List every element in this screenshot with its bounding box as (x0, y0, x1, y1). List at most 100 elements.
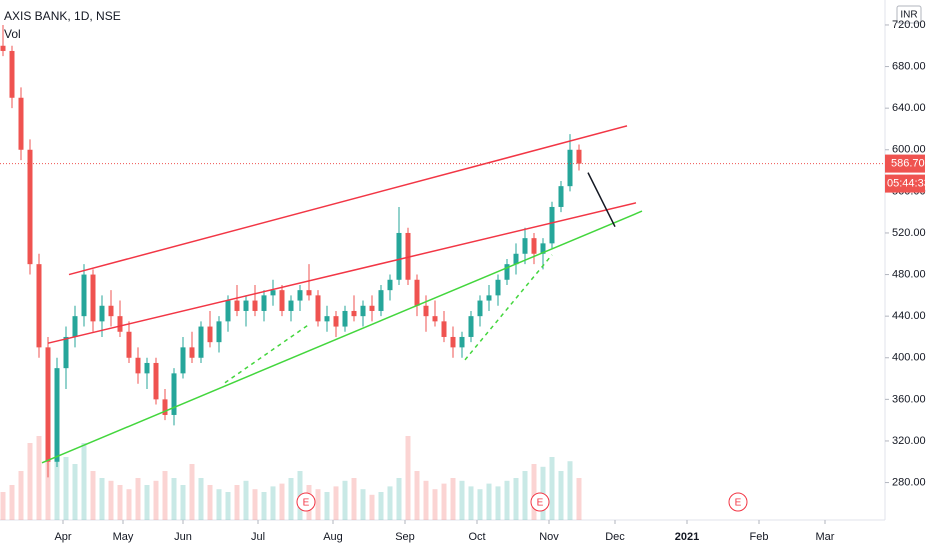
volume-bar (243, 480, 249, 520)
candle-body (405, 232, 411, 280)
volume-bar (450, 478, 456, 520)
volume-bar (369, 494, 375, 520)
trend-line (41, 210, 643, 464)
x-tick-label: Aug (323, 531, 343, 543)
volume-bar (27, 443, 33, 520)
volume-bar (135, 478, 141, 520)
volume-bar (63, 457, 69, 520)
candle-body (162, 399, 168, 415)
volume-bar (225, 492, 231, 520)
x-tick-label: Apr (54, 531, 71, 543)
candle-body (126, 331, 132, 358)
volume-bar (270, 486, 276, 520)
candle-body (396, 232, 402, 280)
y-tick-label: 480.00 (892, 268, 926, 280)
volume-bar (279, 483, 285, 520)
candle-body (450, 336, 456, 348)
volume-bar (549, 457, 555, 520)
x-tick-label: Mar (816, 531, 835, 543)
candle-body (351, 310, 357, 317)
candle-body (243, 300, 249, 311)
volume-bar (342, 480, 348, 520)
volume-bar (360, 489, 366, 520)
candle-body (180, 347, 186, 374)
volume-bar (261, 492, 267, 520)
candle-body (513, 253, 519, 265)
volume-bar (153, 480, 159, 520)
y-tick-label: 360.00 (892, 393, 926, 405)
candle-body (414, 279, 420, 306)
volume-bar (99, 478, 105, 520)
volume-bar (180, 485, 186, 520)
volume-bar (459, 480, 465, 520)
candle-body (99, 305, 105, 322)
x-tick-label: Jul (251, 531, 265, 543)
candle-body (423, 305, 429, 317)
candle-body (369, 305, 375, 311)
x-tick-label: Oct (468, 531, 485, 543)
candle-body (378, 290, 384, 311)
candle-body (540, 243, 546, 254)
volume-bar (252, 489, 258, 520)
volume-bar (144, 485, 150, 520)
volume-bar (90, 471, 96, 520)
candle-body (36, 264, 42, 348)
candle-body (27, 149, 33, 265)
trend-line (68, 125, 628, 276)
volume-bar (189, 464, 195, 520)
candle-body (576, 149, 582, 164)
y-tick-label: 720.00 (892, 19, 926, 31)
x-tick-label: Dec (605, 531, 625, 543)
currency: INR (900, 10, 917, 21)
y-tick-label: 600.00 (892, 144, 926, 156)
volume-bar (495, 486, 501, 520)
volume-bar (315, 489, 321, 520)
volume-bar (576, 478, 582, 520)
candle-body (549, 206, 555, 244)
volume-bar (117, 485, 123, 520)
candle-body (0, 45, 6, 51)
candle-body (144, 362, 150, 374)
candle-body (135, 357, 141, 374)
candle-body (333, 316, 339, 327)
candle-body (324, 316, 330, 322)
candle-body (297, 290, 303, 301)
candle-body (9, 50, 15, 98)
volume-bar (414, 471, 420, 520)
countdown-box (885, 174, 925, 193)
last-price-box (885, 154, 925, 173)
currency-box[interactable] (896, 5, 922, 24)
candle-body (81, 274, 87, 317)
volume-bar (324, 492, 330, 520)
candle-body (432, 316, 438, 322)
volume-bar (513, 478, 519, 520)
candle-body (45, 347, 51, 462)
candle-body (288, 300, 294, 311)
candle-body (198, 326, 204, 358)
volume-bar (54, 450, 60, 520)
candle-body (270, 290, 276, 296)
candle-body (315, 295, 321, 322)
candle-body (252, 300, 258, 311)
y-tick-label: 680.00 (892, 60, 926, 72)
volume-bar (405, 436, 411, 520)
y-tick-label: 640.00 (892, 102, 926, 114)
earnings-marker (296, 492, 316, 512)
candle-body (117, 316, 123, 332)
volume-bar (477, 489, 483, 520)
trend-line (47, 202, 637, 344)
candle-body (189, 347, 195, 358)
candle-body (234, 300, 240, 311)
volume-bar (468, 486, 474, 520)
candle-body (360, 305, 366, 317)
y-tick-label: 280.00 (892, 476, 926, 488)
volume-bar (81, 443, 87, 520)
candle-body (306, 290, 312, 296)
volume-bar (9, 485, 15, 520)
earnings-label: E (537, 498, 544, 509)
x-tick-label: Nov (539, 531, 559, 543)
volume-bar (441, 483, 447, 520)
candle-body (72, 316, 78, 337)
